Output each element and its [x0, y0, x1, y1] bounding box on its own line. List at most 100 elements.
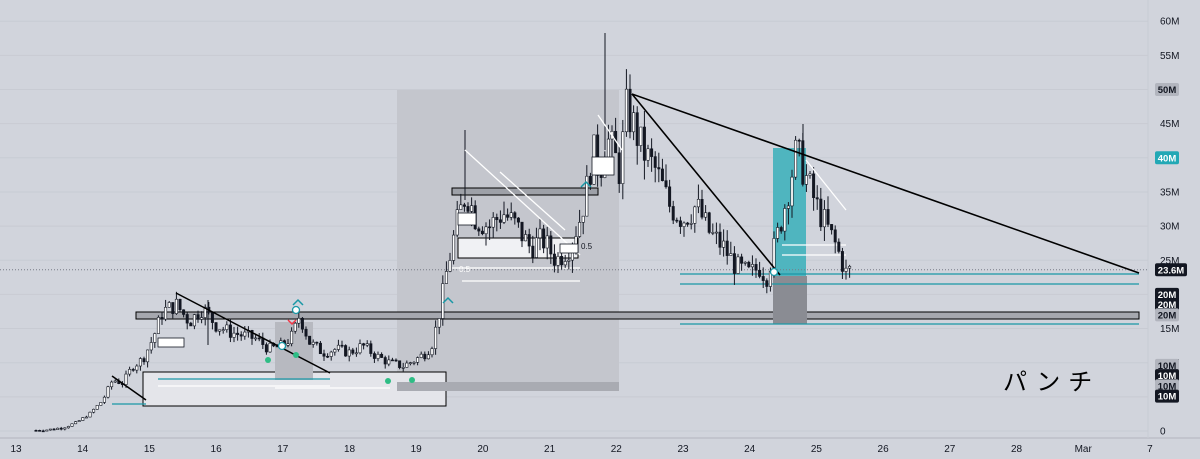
candle-body: [815, 197, 819, 200]
y-tick-label: 60M: [1160, 17, 1179, 28]
candle: [488, 219, 492, 240]
candle: [682, 221, 686, 237]
candle-body: [232, 332, 236, 338]
candle: [833, 225, 837, 254]
y-tick-label: 15M: [1160, 324, 1179, 335]
candle-body: [538, 228, 542, 239]
candle: [380, 352, 384, 358]
x-tick-label: 27: [944, 444, 956, 455]
candle: [635, 106, 639, 165]
candle-body: [765, 280, 769, 287]
candle-body: [444, 271, 448, 284]
candle: [394, 358, 398, 362]
candle-body: [840, 251, 844, 272]
candle-body: [210, 312, 214, 323]
candle: [758, 261, 762, 279]
candle: [398, 360, 402, 370]
candle: [506, 208, 510, 221]
candle-body: [786, 205, 790, 209]
candle: [340, 340, 344, 348]
candle-body: [520, 221, 524, 242]
base-strip: [397, 382, 619, 391]
candle: [196, 310, 200, 323]
candle-body: [747, 261, 751, 268]
price-badge-label: 10M: [1158, 371, 1177, 382]
candle-body: [304, 328, 308, 337]
candle: [261, 332, 265, 350]
candle: [696, 184, 700, 214]
candle-body: [808, 173, 812, 176]
candle: [52, 428, 56, 431]
candle: [826, 196, 830, 228]
candle: [434, 320, 438, 355]
price-badge-label: 40M: [1158, 153, 1177, 164]
candle-body: [408, 362, 412, 364]
candle-body: [412, 361, 416, 364]
candle: [77, 420, 81, 422]
candle-body: [124, 373, 128, 385]
candle: [34, 429, 38, 432]
candle-body: [95, 405, 99, 410]
candle-body: [804, 175, 808, 185]
candle: [405, 360, 409, 368]
price-badge: [1155, 151, 1179, 165]
candle: [63, 427, 67, 431]
candle: [300, 317, 304, 333]
candle: [236, 326, 240, 341]
candle: [761, 267, 765, 289]
candle-body: [74, 421, 78, 425]
price-badge-label: 20M: [1158, 310, 1177, 321]
candle-body: [552, 253, 556, 266]
candle: [794, 136, 798, 180]
candle: [657, 152, 661, 183]
candle-body: [329, 351, 333, 357]
candle-body: [779, 227, 783, 232]
candle-body: [218, 329, 222, 332]
candle-body: [99, 402, 103, 406]
candle-body: [56, 427, 60, 430]
candle-body: [545, 235, 549, 249]
candle-body: [45, 429, 49, 432]
candle-body: [110, 381, 114, 388]
candle-body: [516, 217, 520, 223]
candle-body: [822, 209, 826, 228]
candle: [182, 309, 186, 318]
price-badge-label: 23.6M: [1158, 265, 1184, 276]
candle: [333, 348, 337, 356]
candle: [174, 291, 178, 315]
candle-body: [556, 255, 560, 266]
candle-body: [560, 255, 564, 266]
candle-body: [783, 208, 787, 232]
candle: [689, 214, 693, 230]
candle: [704, 205, 708, 221]
candle-body: [448, 260, 452, 272]
marker-box: [157, 337, 185, 348]
candle: [351, 347, 355, 356]
trend-line-steep: [631, 93, 781, 276]
candle-body: [732, 253, 736, 274]
fib-label: 0.5: [459, 265, 471, 274]
x-tick-label: 19: [411, 444, 423, 455]
candle-body: [268, 342, 272, 353]
candle-body: [430, 348, 434, 356]
y-tick-label: 55M: [1160, 51, 1179, 62]
candle-body: [729, 253, 733, 256]
candle: [531, 235, 535, 264]
candle: [545, 226, 549, 260]
candle-body: [77, 420, 81, 422]
candle: [358, 339, 362, 355]
candle: [538, 218, 542, 251]
candle-body: [315, 341, 319, 344]
candle-body: [351, 349, 355, 354]
candle-body: [686, 222, 690, 225]
support-band: [135, 311, 1140, 320]
gray-zone: [773, 276, 807, 324]
candle: [549, 231, 553, 264]
candle: [124, 370, 128, 388]
candle-body: [819, 198, 823, 228]
candle: [671, 200, 675, 225]
marker-box: [591, 156, 615, 176]
candle-body: [297, 317, 301, 324]
candle: [156, 315, 160, 334]
